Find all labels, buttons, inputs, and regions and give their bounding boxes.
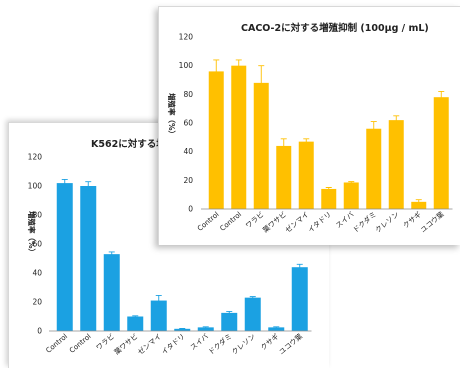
k562-error-bar xyxy=(226,310,233,315)
k562-chart: K562に対する増 増殖率（%） 0 20 40 60 80 100 120 Control… xyxy=(27,138,312,357)
caco2-error-bar xyxy=(303,138,310,145)
k562-error-bar xyxy=(296,263,303,271)
caco2-chart-panel: CACO-2に対する増殖抑制 (100μg / mL) 増殖率（%） 0 20 40… xyxy=(158,6,460,245)
caco2-bar xyxy=(433,97,449,209)
k562-y-axis-label: 増殖率（%） xyxy=(27,211,37,256)
caco2-category-label: イタドリ xyxy=(306,210,333,235)
k562-y-tick-label: 40 xyxy=(32,269,42,278)
k562-category-label: イタドリ xyxy=(160,332,187,357)
caco2-bar xyxy=(208,71,224,210)
caco2-error-bar xyxy=(258,65,265,101)
caco2-error-bar xyxy=(280,138,287,154)
k562-bar xyxy=(291,267,308,331)
caco2-error-bar xyxy=(415,199,422,205)
k562-error-bar xyxy=(85,181,92,191)
k562-y-tick-label: 60 xyxy=(32,240,42,249)
k562-bar xyxy=(127,316,144,331)
caco2-category-label: 葉ワサビ xyxy=(261,210,288,235)
caco2-bar xyxy=(388,120,404,209)
caco2-chart: CACO-2に対する増殖抑制 (100μg / mL) 増殖率（%） 0 20 40… xyxy=(167,22,453,235)
caco2-bar xyxy=(411,201,427,209)
k562-bar xyxy=(80,186,97,331)
caco2-y-tick-label: 120 xyxy=(179,33,194,42)
caco2-error-bar xyxy=(235,59,242,72)
k562-y-tick-label: 80 xyxy=(32,211,42,220)
k562-category-label: クレソン xyxy=(230,332,257,356)
k562-error-bar xyxy=(249,296,256,300)
k562-y-tick-label: 20 xyxy=(32,298,42,307)
caco2-error-bar xyxy=(438,91,445,104)
k562-category-label: Control xyxy=(68,332,93,354)
caco2-y-tick-label: 60 xyxy=(183,119,193,128)
k562-category-label: クサギ xyxy=(259,332,280,352)
caco2-y-tick-label: 80 xyxy=(183,90,193,99)
caco2-bar xyxy=(343,182,359,209)
k562-chart-title: K562に対する増 xyxy=(91,138,166,150)
k562-category-label: 葉ワサビ xyxy=(112,332,139,357)
k562-category-label: ユコウ葉 xyxy=(277,332,304,357)
caco2-error-bar xyxy=(325,187,332,191)
caco2-bar xyxy=(276,145,292,209)
k562-bar xyxy=(244,297,261,331)
k562-error-bar xyxy=(179,327,186,330)
k562-bar xyxy=(174,328,191,331)
k562-error-bar xyxy=(273,326,280,329)
k562-error-bar xyxy=(132,315,139,318)
k562-bar xyxy=(103,254,120,331)
k562-y-tick-label: 120 xyxy=(28,153,43,162)
caco2-bar xyxy=(298,141,314,209)
k562-bar xyxy=(197,327,214,331)
caco2-chart-title: CACO-2に対する増殖抑制 (100μg / mL) xyxy=(241,22,429,34)
caco2-category-label: Control xyxy=(219,210,244,232)
k562-y-tick-label: 0 xyxy=(37,327,42,336)
caco2-y-tick-label: 100 xyxy=(179,61,194,70)
k562-category-label: ドクダミ xyxy=(207,332,234,357)
caco2-category-label: Control xyxy=(196,210,221,232)
k562-category-label: スイバ xyxy=(189,332,210,352)
k562-category-label: ゼンマイ xyxy=(136,332,163,357)
k562-error-bar xyxy=(108,251,115,257)
caco2-bar xyxy=(321,188,337,209)
caco2-y-tick-label: 40 xyxy=(183,147,193,156)
k562-error-bar xyxy=(155,295,162,307)
caco2-bar xyxy=(366,128,382,209)
caco2-category-label: ドクダミ xyxy=(351,210,378,235)
caco2-y-tick-label: 0 xyxy=(188,205,193,214)
k562-category-label: Control xyxy=(45,332,70,354)
caco2-category-label: ゼンマイ xyxy=(283,210,310,235)
k562-bar xyxy=(268,327,285,331)
caco2-error-bar xyxy=(213,59,220,84)
caco2-category-label: ユコウ葉 xyxy=(419,210,446,235)
k562-error-bar xyxy=(202,326,209,329)
k562-bar xyxy=(56,183,73,331)
caco2-bar xyxy=(231,65,247,209)
k562-y-tick-label: 100 xyxy=(28,182,43,191)
caco2-y-axis-label: 増殖率（%） xyxy=(167,93,177,138)
k562-error-bar xyxy=(61,179,68,188)
caco2-bar xyxy=(253,82,269,209)
k562-bar xyxy=(150,300,167,331)
caco2-error-bar xyxy=(370,121,377,137)
k562-category-label: ワラビ xyxy=(94,332,116,352)
k562-bar xyxy=(221,312,238,331)
caco2-category-label: クレソン xyxy=(374,210,401,234)
caco2-error-bar xyxy=(348,181,355,184)
caco2-error-bar xyxy=(393,115,400,125)
caco2-y-tick-label: 20 xyxy=(183,176,193,185)
